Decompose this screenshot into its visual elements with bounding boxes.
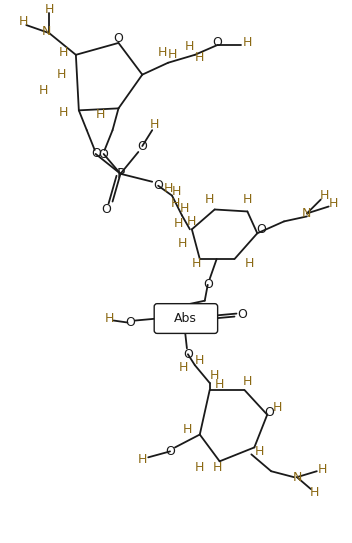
Text: H: H <box>170 197 180 210</box>
Text: H: H <box>318 463 327 476</box>
Text: O: O <box>125 316 135 329</box>
Text: H: H <box>187 215 196 228</box>
Text: H: H <box>167 48 177 61</box>
Text: O: O <box>153 179 163 192</box>
Text: H: H <box>157 46 167 59</box>
Text: H: H <box>254 445 264 458</box>
Text: O: O <box>102 203 112 216</box>
Text: H: H <box>180 202 190 215</box>
Text: H: H <box>185 40 195 53</box>
Text: H: H <box>163 182 173 195</box>
Text: H: H <box>177 237 187 250</box>
Text: N: N <box>302 207 312 220</box>
Text: H: H <box>329 197 338 210</box>
Text: H: H <box>173 217 183 230</box>
Text: Abs: Abs <box>174 312 196 325</box>
Text: O: O <box>238 308 247 321</box>
Text: H: H <box>205 193 214 206</box>
Text: H: H <box>58 106 68 119</box>
Text: O: O <box>203 279 213 292</box>
Text: H: H <box>215 378 224 392</box>
Text: O: O <box>137 140 147 153</box>
Text: O: O <box>213 36 222 49</box>
Text: O: O <box>91 148 101 161</box>
Text: H: H <box>183 423 193 436</box>
Text: H: H <box>272 401 282 414</box>
Text: H: H <box>171 185 181 198</box>
Text: H: H <box>192 256 201 269</box>
Text: H: H <box>195 353 205 367</box>
Text: H: H <box>44 3 54 16</box>
Text: H: H <box>178 361 188 374</box>
FancyBboxPatch shape <box>154 304 218 333</box>
Text: H: H <box>150 118 159 131</box>
Text: H: H <box>245 256 254 269</box>
Text: O: O <box>165 445 175 458</box>
Text: H: H <box>243 193 252 206</box>
Text: H: H <box>56 68 66 81</box>
Text: H: H <box>105 312 114 325</box>
Text: P: P <box>116 167 125 181</box>
Text: H: H <box>19 15 28 28</box>
Text: H: H <box>243 376 252 388</box>
Text: O: O <box>99 148 108 161</box>
Text: N: N <box>292 471 302 484</box>
Text: H: H <box>310 485 320 498</box>
Text: H: H <box>38 84 48 97</box>
Text: N: N <box>42 24 51 37</box>
Text: H: H <box>96 108 105 121</box>
Text: H: H <box>195 51 205 64</box>
Text: O: O <box>264 406 274 419</box>
Text: H: H <box>58 46 68 59</box>
Text: O: O <box>256 223 266 236</box>
Text: H: H <box>243 36 252 49</box>
Text: H: H <box>195 461 205 473</box>
Text: H: H <box>138 453 147 466</box>
Text: H: H <box>213 461 222 473</box>
Text: H: H <box>210 369 219 382</box>
Text: O: O <box>114 33 124 46</box>
Text: H: H <box>320 189 329 202</box>
Text: O: O <box>183 348 193 361</box>
